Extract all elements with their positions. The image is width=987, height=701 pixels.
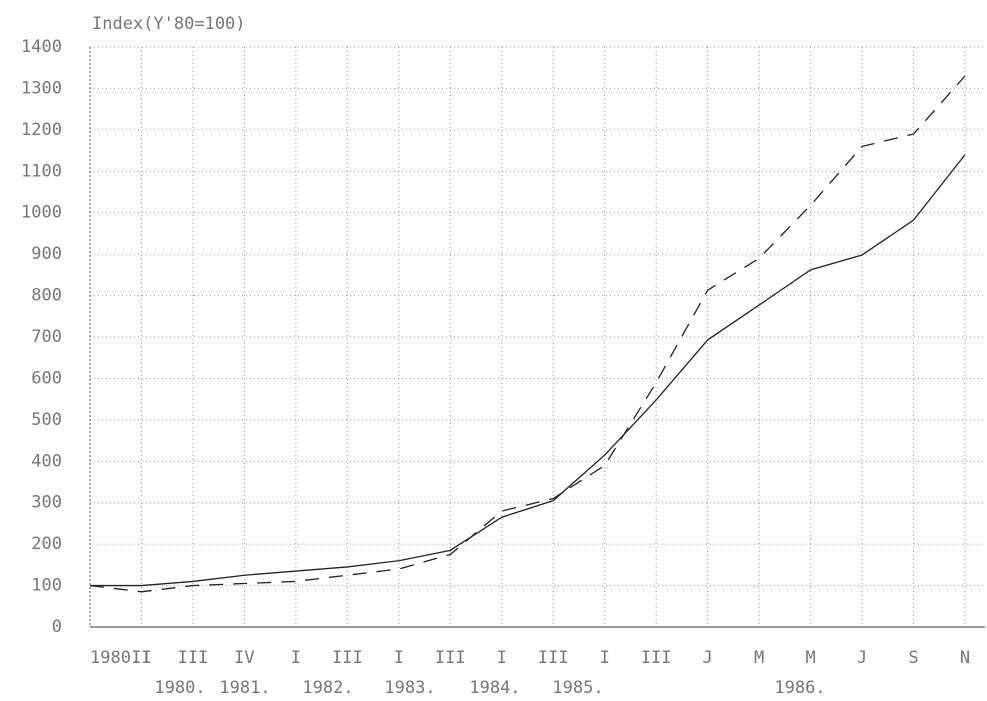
x-tick-label: I	[291, 648, 301, 668]
x-tick-label: S	[908, 648, 918, 668]
y-tick-label: 200	[31, 534, 62, 554]
x-tick-label: 1980.I	[90, 648, 151, 668]
year-label: 1986.	[774, 678, 825, 698]
year-label: 1985.	[552, 678, 603, 698]
y-tick-label: 1100	[21, 161, 62, 181]
year-label: 1983.	[384, 678, 435, 698]
x-tick-label: III	[538, 648, 569, 668]
x-tick-label: I	[600, 648, 610, 668]
series-line	[89, 75, 966, 593]
y-tick-label: 300	[31, 493, 62, 513]
x-tick-label: II	[131, 648, 151, 668]
x-tick-label: III	[641, 648, 672, 668]
x-tick-label: III	[435, 648, 466, 668]
x-tick-label: M	[805, 648, 815, 668]
year-label: 1980.	[154, 678, 205, 698]
y-tick-label: 900	[31, 244, 62, 264]
y-tick-label: 500	[31, 410, 62, 430]
x-tick-label: III	[178, 648, 209, 668]
y-tick-label: 700	[31, 327, 62, 347]
x-tick-label: M	[754, 648, 764, 668]
series-line	[90, 154, 966, 587]
x-tick-label: N	[960, 648, 970, 668]
y-tick-label: 1300	[21, 78, 62, 98]
x-tick-label: I	[497, 648, 507, 668]
y-tick-label: 800	[31, 286, 62, 306]
y-tick-label: 1000	[21, 203, 62, 223]
y-tick-label: 0	[52, 617, 62, 637]
y-tick-label: 1200	[21, 120, 62, 140]
y-tick-label: 400	[31, 451, 62, 471]
y-tick-label: 600	[31, 368, 62, 388]
x-tick-label: J	[703, 648, 713, 668]
x-tick-label: I	[394, 648, 404, 668]
year-label: 1982.	[302, 678, 353, 698]
x-tick-label: III	[332, 648, 363, 668]
chart-title: Index(Y'80=100)	[92, 14, 246, 34]
year-label: 1981.	[219, 678, 270, 698]
y-tick-label: 1400	[21, 37, 62, 57]
year-label: 1984.	[469, 678, 520, 698]
y-tick-label: 100	[31, 576, 62, 596]
x-tick-label: J	[857, 648, 867, 668]
x-tick-label: IV	[234, 648, 254, 668]
